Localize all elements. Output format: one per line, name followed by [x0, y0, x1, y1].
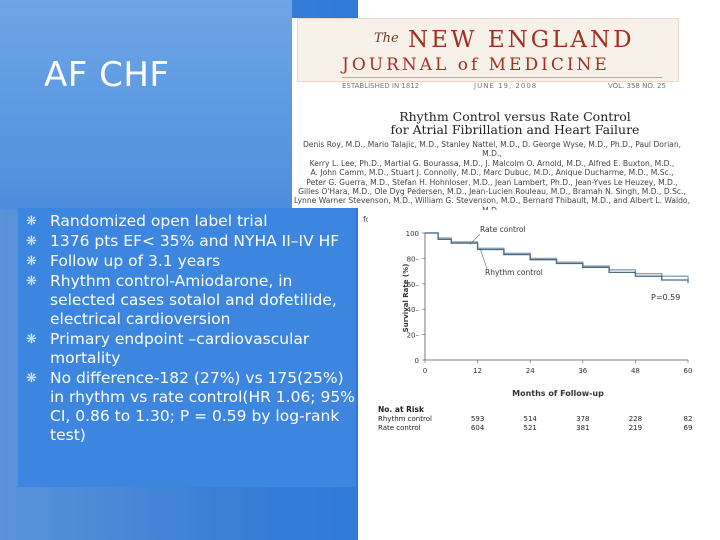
y-tick-label: 0: [415, 357, 419, 365]
risk-row-label: Rhythm control: [378, 415, 432, 423]
author-line: A. John Camm, M.D., Stuart J. Connolly, …: [310, 168, 674, 178]
survival-chart: Survival Rate (%) Months of Follow-up P=…: [368, 210, 698, 450]
bullet-item: ❋ No difference-182 (27%) vs 175(25%) in …: [18, 369, 356, 445]
journal-name-line2: JOURNAL of MEDICINE: [342, 55, 610, 75]
y-axis-label: Survival Rate (%): [402, 264, 410, 333]
bullet-icon: ❋: [26, 371, 37, 386]
risk-value: 228: [629, 415, 642, 423]
bullet-icon: ❋: [26, 274, 37, 289]
risk-value: 514: [524, 415, 538, 423]
article-title: Rhythm Control versus Rate Control for A…: [370, 110, 660, 136]
risk-value: 381: [576, 424, 589, 432]
risk-value: 604: [471, 424, 485, 432]
label-leader-line: [479, 248, 488, 270]
series-line-rhythm-control: [425, 232, 689, 283]
bullet-text: No difference-182 (27%) vs 175(25%) in r…: [50, 369, 355, 444]
journal-masthead: The NEW ENGLAND JOURNAL of MEDICINE ESTA…: [297, 18, 679, 90]
bullet-text: Follow up of 3.1 years: [50, 252, 221, 270]
risk-value: 82: [684, 415, 693, 423]
bullet-icon: ❋: [26, 214, 37, 229]
slide-title: AF CHF: [44, 55, 170, 95]
data-point: [437, 238, 439, 240]
author-line: Gilles O'Hara, M.D., Ole Dyg Pedersen, M…: [298, 187, 686, 197]
bullet-text: Primary endpoint –cardiovascular mortali…: [50, 330, 310, 367]
y-tick-label: 20–: [407, 332, 420, 340]
x-axis-label: Months of Follow-up: [512, 389, 604, 398]
data-point: [424, 232, 426, 234]
data-point: [608, 271, 610, 273]
journal-the: The: [374, 31, 399, 46]
bullet-item: ❋ Primary endpoint –cardiovascular mortal…: [18, 330, 356, 368]
y-tick-label: 40–: [407, 306, 420, 314]
y-tick-label: 80–: [407, 255, 420, 263]
p-value-annotation: P=0.59: [651, 293, 680, 302]
data-point: [687, 281, 689, 284]
data-point: [529, 259, 531, 261]
journal-established: ESTABLISHED IN 1812: [342, 82, 420, 90]
bullet-item: ❋ Follow up of 3.1 years: [18, 252, 356, 271]
risk-value: 521: [524, 424, 537, 432]
article-title-line: Rhythm Control versus Rate Control: [399, 109, 631, 124]
data-point: [503, 253, 505, 256]
bullet-icon: ❋: [26, 234, 37, 249]
risk-row-label: Rate control: [378, 424, 421, 432]
risk-value: 593: [471, 415, 484, 423]
x-tick-label: 0: [423, 367, 427, 375]
data-point: [477, 248, 479, 251]
bullet-item: ❋ Rhythm control-Amiodarone, in selected …: [18, 272, 356, 329]
survival-chart-svg: Survival Rate (%) Months of Follow-up P=…: [378, 225, 693, 432]
risk-value: 378: [576, 415, 589, 423]
y-tick-label: 60–: [407, 281, 420, 289]
data-point: [582, 266, 584, 268]
y-tick-label: 100: [406, 230, 419, 238]
masthead-divider: [342, 77, 662, 78]
author-line: Kerry L. Lee, Ph.D., Martial G. Bourassa…: [309, 158, 675, 168]
bullet-text: Rhythm control-Amiodarone, in selected c…: [50, 272, 337, 328]
series-label-rate-control: Rate control: [480, 225, 526, 234]
bullet-item: ❋ Randomized open label trial: [18, 212, 356, 231]
journal-volume: VOL. 358 NO. 25: [608, 82, 666, 90]
series-line-rate-control: [425, 232, 689, 280]
bullet-item: ❋ 1376 pts EF< 35% and NYHA II–IV HF: [18, 232, 356, 251]
label-leader-line: [469, 233, 481, 245]
x-tick-label: 60: [684, 367, 693, 375]
journal-name-line1: NEW ENGLAND: [408, 27, 635, 53]
x-tick-label: 12: [473, 367, 482, 375]
author-line: Peter G. Guerra, M.D., Stefan H. Hohnlos…: [306, 177, 678, 187]
x-tick-label: 36: [578, 367, 587, 375]
data-point: [661, 279, 663, 281]
risk-table-header: No. at Risk: [378, 405, 425, 414]
risk-value: 219: [629, 424, 642, 432]
data-point: [450, 242, 452, 244]
article-title-line: for Atrial Fibrillation and Heart Failur…: [390, 122, 640, 137]
x-tick-label: 48: [631, 367, 640, 375]
bullet-icon: ❋: [26, 254, 37, 269]
bullet-icon: ❋: [26, 332, 37, 347]
data-point: [555, 262, 558, 265]
bullet-text: Randomized open label trial: [50, 212, 268, 230]
x-tick-label: 24: [526, 367, 535, 375]
bullet-text: 1376 pts EF< 35% and NYHA II–IV HF: [50, 232, 340, 250]
bullet-list: ❋ Randomized open label trial ❋ 1376 pts E…: [18, 208, 356, 487]
author-line: Denis Roy, M.D., Mario Talajic, M.D., St…: [302, 140, 682, 159]
data-point: [634, 275, 636, 277]
risk-value: 69: [684, 424, 693, 432]
series-label-rhythm-control: Rhythm control: [485, 268, 543, 277]
title-panel: [0, 0, 292, 210]
journal-date: JUNE 19, 2008: [474, 82, 538, 90]
